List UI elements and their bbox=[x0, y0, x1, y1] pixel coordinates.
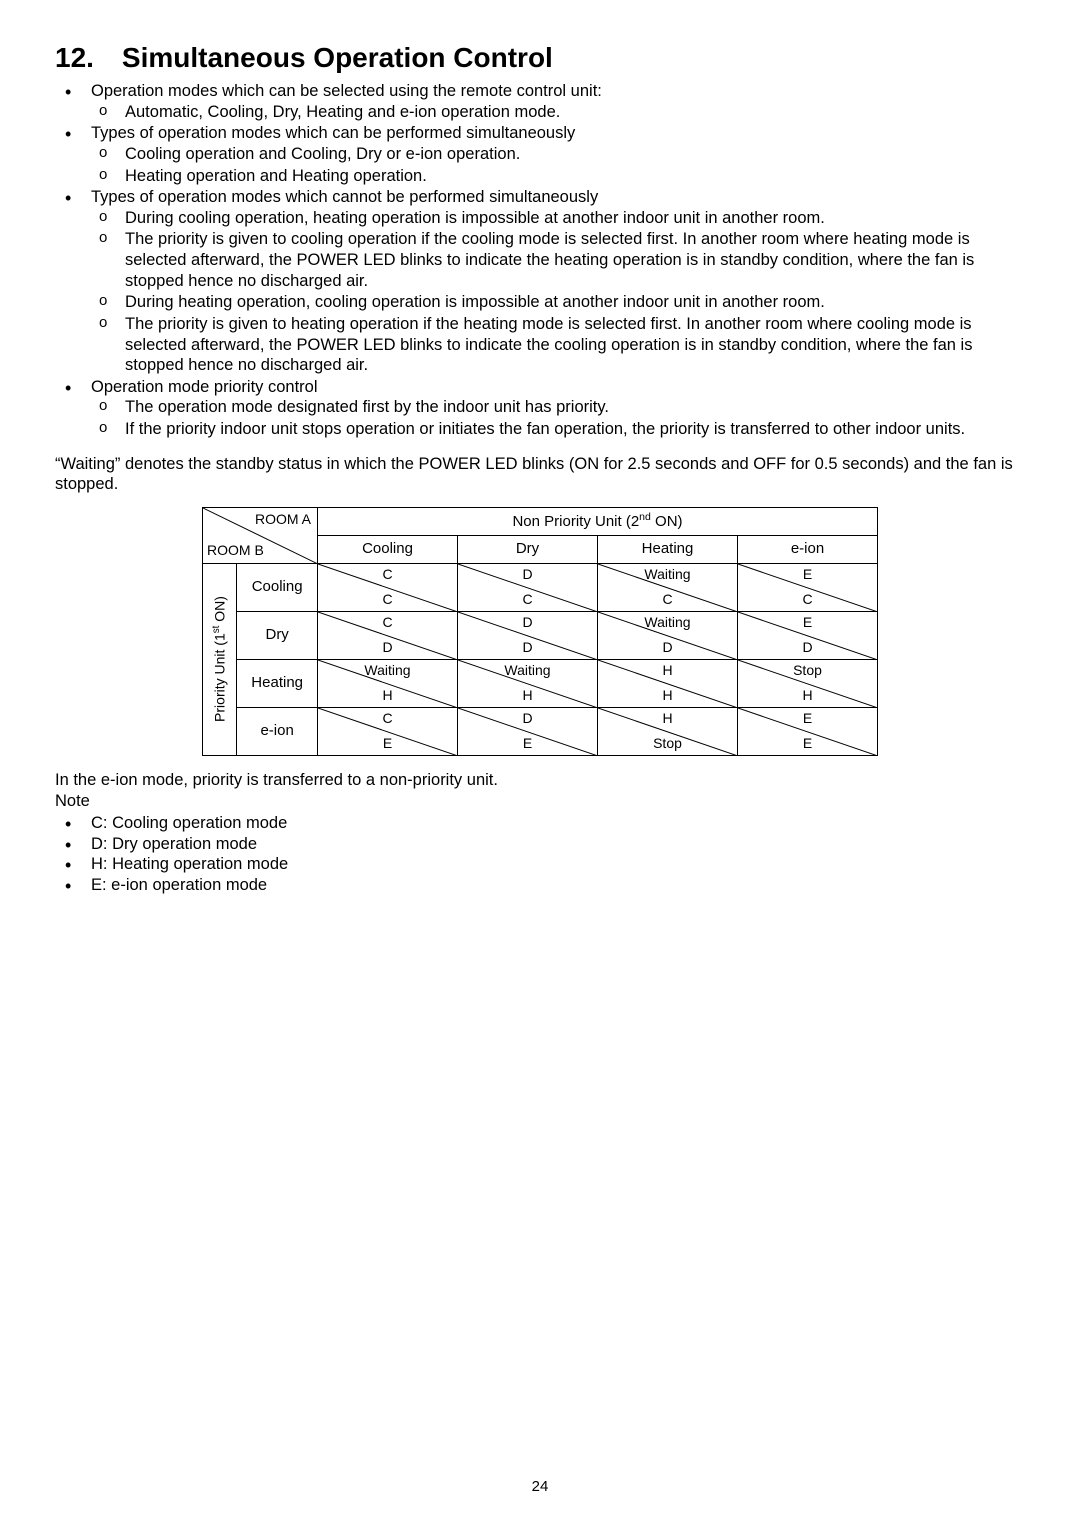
table-cell: CD bbox=[318, 611, 458, 659]
priority-side-label: Priority Unit (1st ON) bbox=[203, 563, 237, 755]
table-cell: HStop bbox=[598, 707, 738, 755]
legend-item: H: Heating operation mode bbox=[55, 854, 1025, 875]
row-header: Heating bbox=[237, 659, 318, 707]
col-header: Cooling bbox=[318, 535, 458, 563]
sub-list: During cooling operation, heating operat… bbox=[91, 208, 1025, 376]
sub-item: During heating operation, cooling operat… bbox=[91, 292, 1025, 313]
table-cell: EC bbox=[738, 563, 878, 611]
table-cell: CE bbox=[318, 707, 458, 755]
bullet-item: Types of operation modes which cannot be… bbox=[55, 187, 1025, 376]
table-cell: DD bbox=[458, 611, 598, 659]
bullet-text: Types of operation modes which cannot be… bbox=[91, 188, 598, 206]
table-cell: DC bbox=[458, 563, 598, 611]
sub-list: Automatic, Cooling, Dry, Heating and e-i… bbox=[91, 102, 1025, 123]
bullet-item: Types of operation modes which can be pe… bbox=[55, 123, 1025, 186]
room-a-label: ROOM A bbox=[255, 511, 311, 529]
bullet-text: Operation mode priority control bbox=[91, 378, 318, 396]
bullet-text: Types of operation modes which can be pe… bbox=[91, 124, 575, 142]
bullet-text: Operation modes which can be selected us… bbox=[91, 82, 602, 100]
note-label: Note bbox=[55, 791, 1025, 812]
sub-item: If the priority indoor unit stops operat… bbox=[91, 419, 1025, 440]
table-cell: WaitingH bbox=[318, 659, 458, 707]
non-priority-header: Non Priority Unit (2nd ON) bbox=[318, 507, 878, 535]
table-cell: WaitingC bbox=[598, 563, 738, 611]
corner-cell: ROOM A ROOM B bbox=[203, 507, 318, 563]
priority-table: ROOM A ROOM B Non Priority Unit (2nd ON)… bbox=[202, 507, 878, 756]
col-header: e-ion bbox=[738, 535, 878, 563]
legend-item: C: Cooling operation mode bbox=[55, 813, 1025, 834]
legend-item: E: e-ion operation mode bbox=[55, 875, 1025, 896]
row-header: Cooling bbox=[237, 563, 318, 611]
room-b-label: ROOM B bbox=[207, 542, 264, 560]
after-table-note: In the e-ion mode, priority is transferr… bbox=[55, 770, 1025, 791]
sub-item: The operation mode designated first by t… bbox=[91, 397, 1025, 418]
priority-table-wrapper: ROOM A ROOM B Non Priority Unit (2nd ON)… bbox=[55, 507, 1025, 756]
table-cell: EE bbox=[738, 707, 878, 755]
sub-item: During cooling operation, heating operat… bbox=[91, 208, 1025, 229]
table-cell: HH bbox=[598, 659, 738, 707]
sub-item: The priority is given to cooling operati… bbox=[91, 229, 1025, 291]
row-header: Dry bbox=[237, 611, 318, 659]
page-title: 12. Simultaneous Operation Control bbox=[55, 40, 1025, 75]
table-cell: StopH bbox=[738, 659, 878, 707]
bullet-item: Operation mode priority control The oper… bbox=[55, 377, 1025, 440]
legend-item: D: Dry operation mode bbox=[55, 834, 1025, 855]
sub-item: Cooling operation and Cooling, Dry or e-… bbox=[91, 144, 1025, 165]
table-cell: WaitingH bbox=[458, 659, 598, 707]
table-cell: DE bbox=[458, 707, 598, 755]
sub-list: Cooling operation and Cooling, Dry or e-… bbox=[91, 144, 1025, 186]
col-header: Dry bbox=[458, 535, 598, 563]
main-bullet-list: Operation modes which can be selected us… bbox=[55, 81, 1025, 440]
legend-list: C: Cooling operation mode D: Dry operati… bbox=[55, 813, 1025, 896]
sub-item: Heating operation and Heating operation. bbox=[91, 166, 1025, 187]
page-number: 24 bbox=[0, 1478, 1080, 1497]
sub-list: The operation mode designated first by t… bbox=[91, 397, 1025, 439]
table-cell: CC bbox=[318, 563, 458, 611]
table-cell: WaitingD bbox=[598, 611, 738, 659]
table-cell: ED bbox=[738, 611, 878, 659]
sub-item: Automatic, Cooling, Dry, Heating and e-i… bbox=[91, 102, 1025, 123]
waiting-paragraph: “Waiting” denotes the standby status in … bbox=[55, 454, 1025, 495]
sub-item: The priority is given to heating operati… bbox=[91, 314, 1025, 376]
col-header: Heating bbox=[598, 535, 738, 563]
bullet-item: Operation modes which can be selected us… bbox=[55, 81, 1025, 122]
row-header: e-ion bbox=[237, 707, 318, 755]
